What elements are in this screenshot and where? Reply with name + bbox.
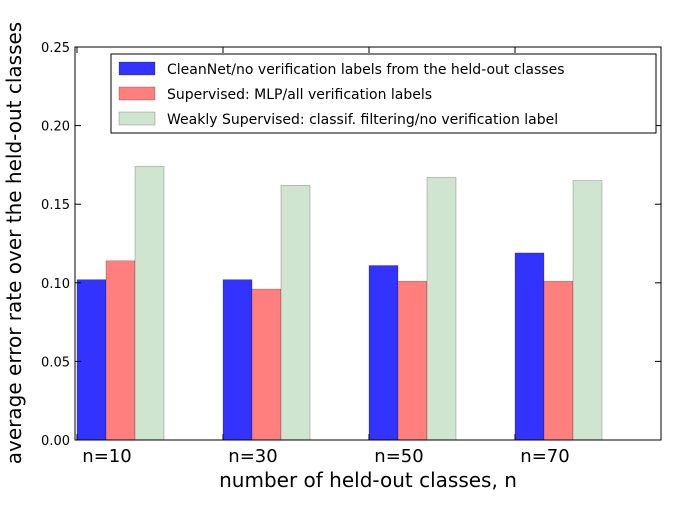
y-tick-label: 0.05 (41, 355, 70, 370)
plot-frame (74, 46, 662, 441)
y-axis: 0.00 0.05 0.10 0.15 0.20 0.25 (41, 41, 661, 449)
legend-swatch (118, 86, 156, 101)
x-tick-label: n=30 (228, 446, 277, 467)
bar-3-n=10 (134, 166, 165, 441)
bar-2-n=50 (397, 280, 428, 441)
legend-box (110, 53, 657, 134)
bar-2-n=10 (105, 260, 136, 441)
x-tick-label: n=10 (82, 446, 131, 467)
bar-1-n=70 (514, 252, 545, 441)
y-tick-label: 0.10 (41, 277, 70, 292)
y-tick-label: 0.15 (41, 198, 70, 213)
y-tick-label: 0.00 (41, 434, 70, 449)
x-axis: n=10 n=30 n=50 n=70 (76, 47, 570, 467)
bar-1-n=50 (368, 265, 399, 441)
legend-label: Supervised: MLP/all verification labels (167, 87, 432, 103)
bar-1-n=10 (76, 279, 107, 441)
legend-swatch (118, 61, 156, 76)
bar-3-n=30 (280, 185, 311, 441)
legend: CleanNet/no verification labels from the… (110, 53, 657, 134)
x-tick-label: n=50 (374, 446, 423, 467)
bar-3-n=50 (426, 177, 457, 441)
bar-3-n=70 (572, 180, 603, 441)
bar-2-n=70 (543, 280, 574, 441)
x-axis-title: number of held-out classes, n (219, 468, 517, 492)
y-tick-label: 0.20 (41, 120, 70, 135)
y-tick-label: 0.25 (41, 41, 70, 56)
y-axis-title: average error rate over the held-out cla… (2, 22, 26, 464)
bars-group (76, 166, 603, 441)
legend-label: CleanNet/no verification labels from the… (167, 62, 565, 78)
bar-2-n=30 (251, 288, 282, 441)
legend-label: Weakly Supervised: classif. filtering/no… (167, 112, 558, 128)
legend-swatch (118, 111, 156, 126)
bar-1-n=30 (222, 279, 253, 441)
x-tick-label: n=70 (520, 446, 569, 467)
